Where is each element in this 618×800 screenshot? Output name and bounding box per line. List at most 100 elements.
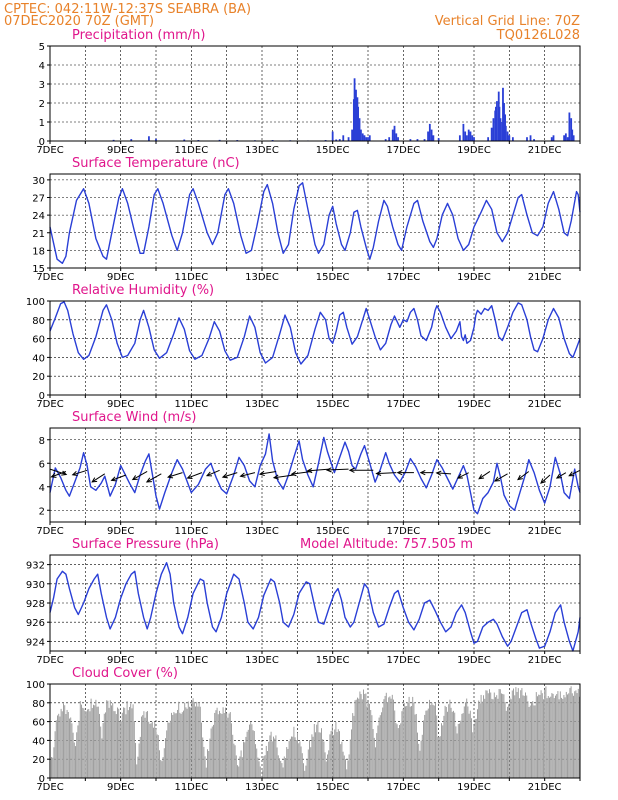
cloud-bar [535,692,537,778]
cloud-bar [553,698,555,778]
y-tick-label: 80 [32,316,45,327]
cloud-bar [310,747,312,778]
wind-arrowhead [258,470,265,477]
cloud-bar [168,722,170,778]
y-tick-label: 8 [39,436,45,447]
cloud-bar [456,733,458,778]
cloud-bar [389,696,391,778]
cloud-bar [454,712,456,778]
panel-subtitle: Model Altitude: 757.505 m [300,537,473,552]
x-tick-label: 19DEC [457,272,491,283]
cloud-bar [324,752,326,778]
cloud-bar [100,726,102,778]
cloud-bar [353,715,355,778]
cloud-bar [503,694,505,778]
wind-vector [494,473,508,482]
x-tick-label: 9DEC [107,782,134,793]
cloud-bar [239,756,241,778]
wind-arrowhead [221,473,228,479]
precip-bar [218,139,221,141]
cloud-bar [343,755,345,778]
x-tick-label: 19DEC [457,526,491,537]
cloud-bar [89,711,91,778]
cloud-bar [189,706,190,778]
cloud-bar [369,703,370,778]
cloud-bar [395,722,397,778]
y-tick-label: 2 [39,99,45,110]
precip-bar [504,125,507,141]
cloud-bar [133,721,135,778]
cloud-bar [108,707,110,778]
y-tick-label: 30 [32,176,45,187]
x-tick-label: 11DEC [174,399,208,410]
cloud-bar [523,695,525,778]
cloud-bar [199,706,201,778]
cloud-bar [63,703,64,778]
cloud-bar [303,763,304,778]
cloud-bar [180,713,182,778]
cloud-bar [245,736,247,778]
cloud-bar [215,710,217,778]
wind-arrowhead [375,470,382,476]
cloud-bar [556,694,558,778]
cloud-bar [424,714,426,778]
cloud-bar [573,695,574,778]
cloud-bar [151,721,153,778]
cloud-bar [507,706,508,778]
cloud-bar [247,729,249,778]
cloud-bar [337,729,339,778]
cloud-bar [78,721,80,778]
cloud-bar [377,725,379,778]
x-tick-label: 15DEC [316,399,350,410]
x-tick-label: 15DEC [316,145,350,156]
cloud-bar [418,743,420,778]
precip-bar [148,136,150,141]
cloud-bar [549,697,550,778]
cloud-bar [411,706,412,778]
cloud-bar [532,701,534,778]
cloud-bar [373,737,375,778]
precip-bar [331,131,334,141]
cloud-bar [138,743,140,778]
cloud-bar [352,713,354,778]
cloud-bar [119,721,121,778]
cloud-bar [210,728,212,778]
wind-vector [556,472,567,479]
cloud-bar [571,693,573,778]
cloud-bar [205,767,207,778]
wind-vector [259,470,277,475]
cloud-bar [267,751,268,778]
cloud-bar [333,735,334,778]
cloud-bar [196,701,198,778]
cloud-bar [335,721,337,778]
cloud-bar [467,706,469,778]
cloud-bar [95,699,97,778]
cloud-bar [240,750,242,778]
cloud-bar [150,723,152,778]
x-tick-label: 7DEC [36,526,63,537]
x-tick-label: 13DEC [245,272,279,283]
cloud-bar [359,691,361,778]
cloud-bar [469,710,471,778]
header-model-id: TQ0126L028 [496,28,580,43]
cloud-bar [190,707,192,778]
cloud-bar [391,694,393,778]
cloud-bar [107,700,109,778]
cloud-bar [228,713,230,778]
cloud-bar [546,698,548,778]
x-tick-label: 9DEC [107,526,134,537]
cloud-bar [214,712,216,778]
cloud-bar [59,716,61,778]
precip-bar [466,135,468,141]
cloud-bar [279,758,280,778]
cloud-bar [209,738,211,778]
cloud-bar [465,702,466,778]
cloud-bar [426,710,428,778]
precip-bar [508,135,511,141]
panel-precip [47,45,581,144]
cloud-bar [415,713,417,778]
cloud-bar [367,702,369,778]
y-tick-label: 24 [32,211,45,222]
cloud-bar [82,707,84,778]
cloud-bar [429,699,430,778]
